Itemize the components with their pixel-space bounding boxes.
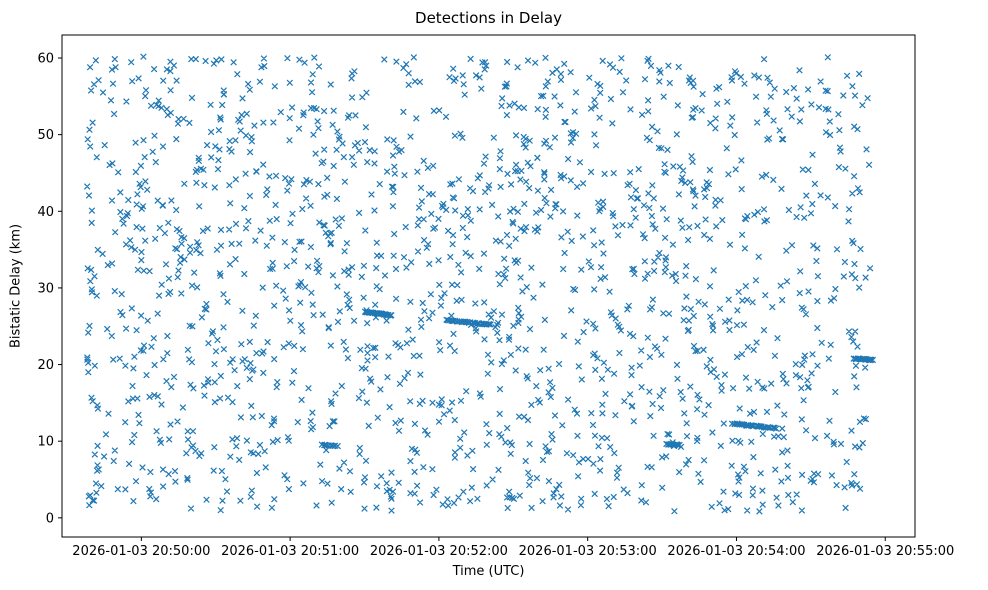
- plot-border: [61, 34, 916, 538]
- y-tick-label: 40: [37, 205, 54, 220]
- y-axis-label: Bistatic Delay (km): [8, 223, 24, 349]
- x-tick-label: 2026-01-03 20:54:00: [667, 544, 805, 559]
- scatter-points: [83, 53, 877, 515]
- y-tick-label: 0: [46, 511, 54, 526]
- y-tick-label: 30: [37, 281, 54, 296]
- y-tick-label: 10: [37, 435, 54, 450]
- x-tick-label: 2026-01-03 20:50:00: [72, 544, 210, 559]
- y-tick-label: 50: [37, 128, 54, 143]
- x-tick-label: 2026-01-03 20:52:00: [370, 544, 508, 559]
- y-tick-label: 60: [37, 51, 54, 66]
- y-tick-label: 20: [37, 358, 54, 373]
- chart-title: Detections in Delay: [415, 9, 562, 27]
- x-tick-label: 2026-01-03 20:55:00: [816, 544, 954, 559]
- x-tick-label: 2026-01-03 20:51:00: [221, 544, 359, 559]
- x-axis-label: Time (UTC): [452, 564, 525, 579]
- x-tick-label: 2026-01-03 20:53:00: [519, 544, 657, 559]
